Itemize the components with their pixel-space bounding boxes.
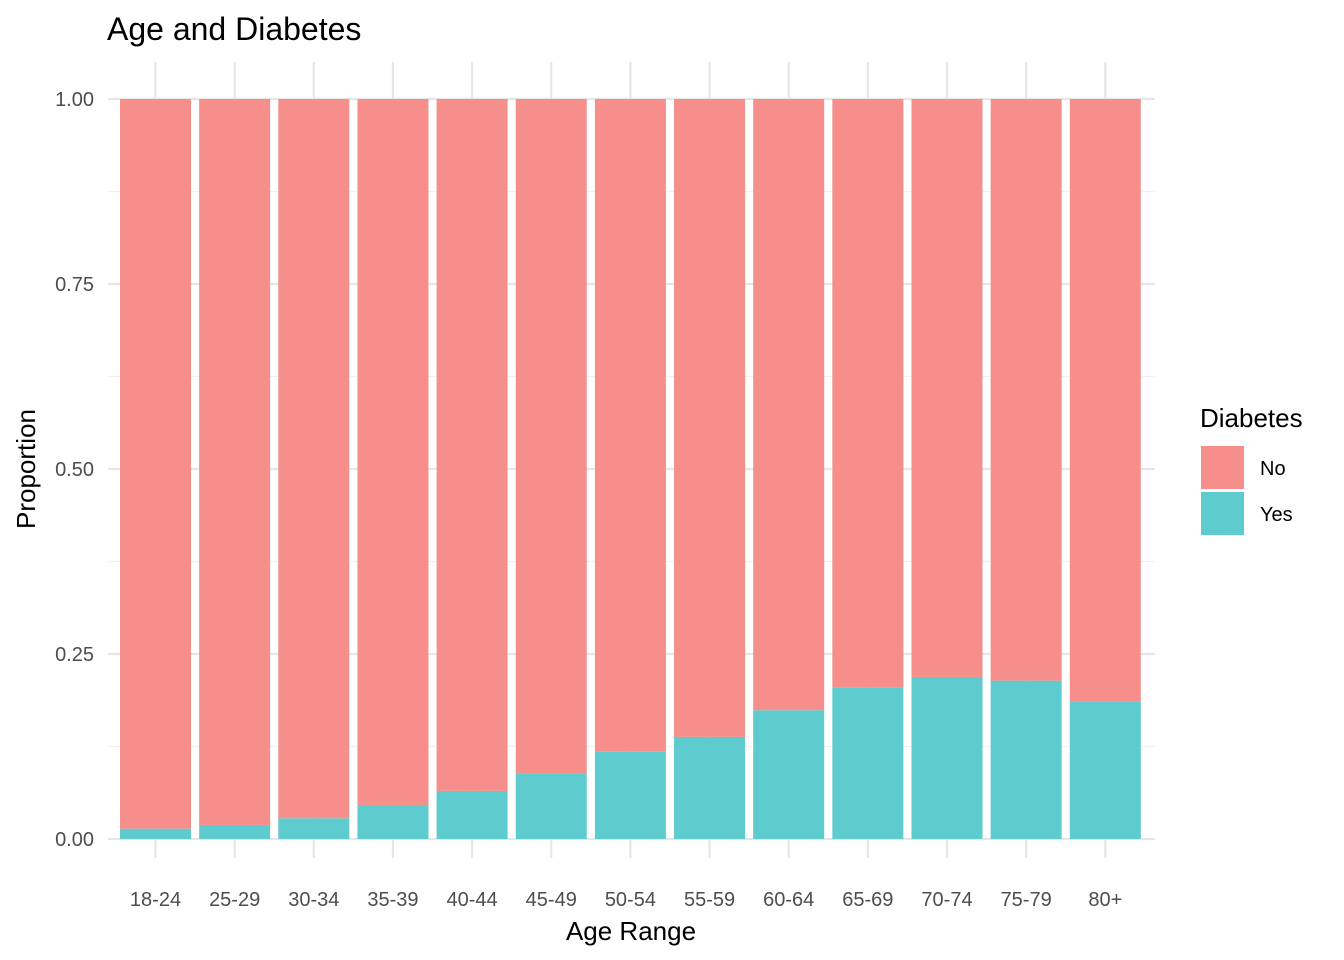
bar-no-50-54 [594,99,666,752]
x-tick-label: 75-79 [1001,889,1052,911]
bar-yes-55-59 [674,736,746,839]
y-tick-label: 0.25 [55,644,94,666]
y-axis-title: Proportion [11,409,41,529]
x-tick-label: 25-29 [209,889,260,911]
legend-title: Diabetes [1200,403,1303,433]
bar-no-80+ [1069,99,1141,702]
bar-yes-70-74 [911,676,983,839]
x-axis-ticks: 18-24 25-29 30-34 35-39 40-44 45-49 50-54 55-59… [130,889,1122,911]
bar-no-60-64 [753,99,825,711]
x-tick-label: 80+ [1088,889,1122,911]
bar-yes-65-69 [832,687,904,839]
bar-yes-18-24 [120,828,191,839]
x-tick-label: 35-39 [367,889,418,911]
x-tick-label: 50-54 [605,889,656,911]
bars [120,99,1141,839]
legend-swatch-no [1201,446,1244,489]
y-tick-label: 1.00 [55,89,94,111]
bar-yes-60-64 [753,710,825,839]
bar-no-70-74 [911,99,983,677]
bar-no-55-59 [674,99,746,737]
bar-no-65-69 [832,99,904,688]
bar-no-18-24 [120,99,191,829]
x-tick-label: 40-44 [447,889,498,911]
bar-no-35-39 [357,99,429,805]
y-tick-label: 0.75 [55,274,94,296]
y-axis-ticks: 0.00 0.25 0.50 0.75 1.00 [55,89,94,851]
bar-yes-80+ [1069,701,1141,839]
bar-no-25-29 [199,99,271,825]
y-tick-label: 0.00 [55,829,94,851]
x-tick-label: 45-49 [526,889,577,911]
x-tick-label: 60-64 [763,889,814,911]
legend-swatch-yes [1201,492,1244,535]
x-tick-label: 30-34 [288,889,339,911]
bar-no-40-44 [436,99,508,791]
bar-yes-45-49 [515,773,587,839]
bar-yes-40-44 [436,790,508,839]
chart-title: Age and Diabetes [107,11,361,47]
bar-no-30-34 [278,99,350,819]
bar-yes-25-29 [199,824,271,839]
bar-yes-35-39 [357,804,429,839]
bar-yes-30-34 [278,818,350,839]
x-tick-label: 70-74 [921,889,972,911]
x-tick-label: 55-59 [684,889,735,911]
x-axis-title: Age Range [566,916,696,946]
legend: Diabetes No Yes [1200,403,1303,535]
legend-entries: No Yes [1201,446,1293,535]
legend-label-yes: Yes [1260,504,1293,526]
y-tick-label: 0.50 [55,459,94,481]
legend-label-no: No [1260,458,1286,480]
bar-no-45-49 [515,99,587,774]
x-tick-label: 65-69 [842,889,893,911]
bar-yes-75-79 [990,680,1062,839]
bar-yes-50-54 [594,751,666,839]
bar-no-75-79 [990,99,1062,681]
x-tick-label: 18-24 [130,889,181,911]
